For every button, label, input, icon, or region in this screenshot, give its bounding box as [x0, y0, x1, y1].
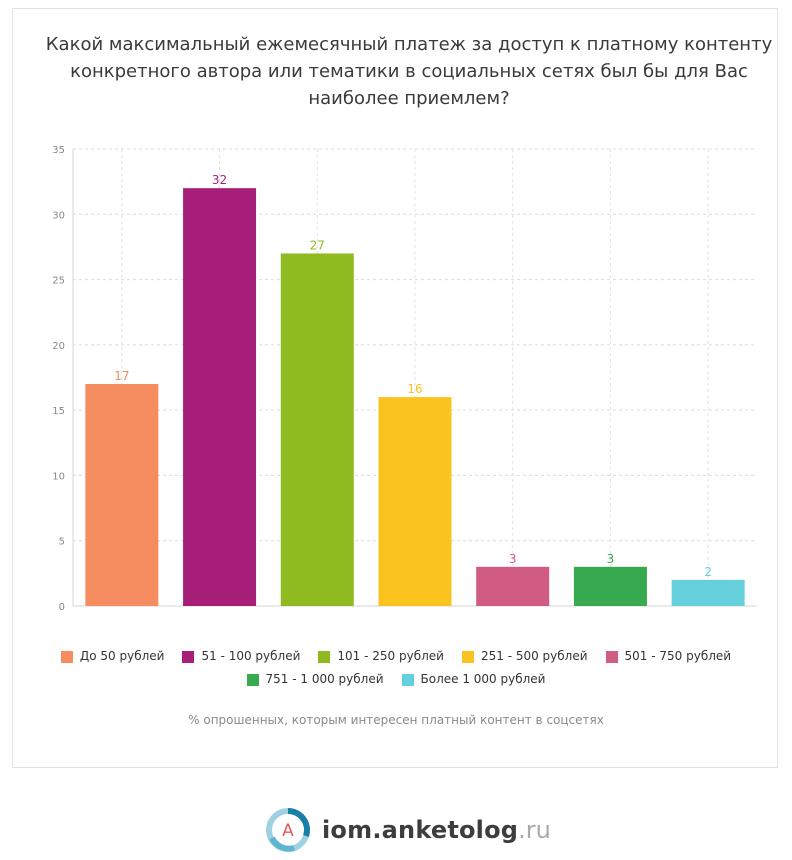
legend-swatch [605, 650, 618, 663]
legend-swatch [60, 650, 73, 663]
data-label: 16 [407, 382, 422, 396]
bar [280, 253, 354, 606]
legend-item[interactable]: 101 - 250 рублей [318, 649, 444, 664]
legend-label: 251 - 500 рублей [480, 649, 588, 663]
bar [378, 397, 452, 606]
legend-item[interactable]: 501 - 750 рублей [605, 649, 732, 664]
legend-label: До 50 рублей [79, 649, 165, 663]
chart-title: Какой максимальный ежемесячный платеж за… [45, 34, 773, 109]
y-tick-label: 35 [52, 145, 65, 156]
legend-swatch [182, 650, 195, 663]
bar [85, 384, 159, 606]
legend-label: 101 - 250 рублей [337, 649, 444, 663]
legend-item[interactable]: Более 1 000 рублей [401, 672, 546, 687]
y-tick-label: 5 [59, 537, 65, 548]
legend-swatch [246, 673, 259, 686]
data-label: 17 [114, 369, 129, 383]
data-label: 2 [704, 565, 712, 579]
bar [476, 566, 550, 606]
legend-label: 501 - 750 рублей [624, 649, 732, 663]
y-tick-label: 0 [59, 602, 65, 613]
legend-item[interactable]: 251 - 500 рублей [461, 649, 588, 664]
chart-footnote: % опрошенных, которым интересен платный … [188, 713, 604, 727]
brand-logo[interactable]: A iom.anketolog .ru [264, 806, 551, 854]
legend-label: Более 1 000 рублей [420, 672, 546, 686]
legend-swatch [401, 673, 414, 686]
y-tick-label: 20 [52, 341, 65, 352]
svg-text:A: A [282, 821, 294, 841]
legend-item[interactable]: 751 - 1 000 рублей [246, 672, 384, 687]
y-tick-label: 30 [52, 210, 65, 221]
data-label: 3 [509, 552, 517, 566]
bar [183, 188, 257, 606]
data-label: 32 [212, 173, 227, 187]
y-tick-label: 10 [52, 471, 65, 482]
data-label: 27 [310, 238, 325, 252]
legend-item[interactable]: До 50 рублей [60, 649, 165, 664]
brand-name: iom.anketolog [322, 816, 519, 844]
y-tick-label: 25 [52, 276, 65, 287]
anketolog-logo-icon: A [266, 808, 310, 852]
legend-swatch [461, 650, 474, 663]
legend-label: 751 - 1 000 рублей [265, 672, 384, 686]
data-label: 3 [607, 552, 615, 566]
chart-card: Какой максимальный ежемесячный платеж за… [12, 8, 778, 768]
legend-swatch [318, 650, 331, 663]
chart-legend: До 50 рублей 51 - 100 рублей 101 - 250 руб… [33, 649, 759, 687]
bar [573, 566, 647, 606]
brand-tld: .ru [518, 816, 551, 844]
legend-item[interactable]: 51 - 100 рублей [182, 649, 300, 664]
legend-label: 51 - 100 рублей [201, 649, 301, 663]
y-tick-label: 15 [52, 406, 65, 417]
bar [671, 579, 745, 606]
